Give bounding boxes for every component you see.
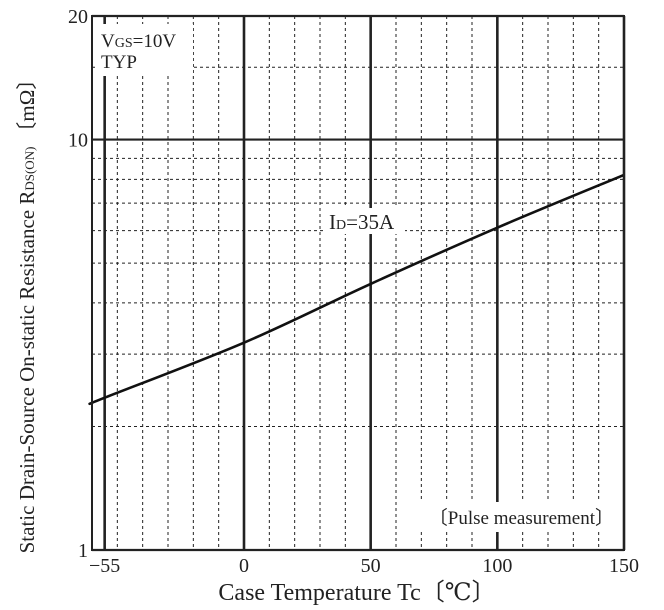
typ-label: TYP [101, 52, 137, 73]
series-line [88, 173, 625, 406]
series-label: ID=35A [325, 208, 405, 234]
y-tick-label: 20 [68, 6, 88, 28]
y-tick-label: 10 [68, 130, 88, 152]
tick-layer: −55 0 50 100 150 1 10 20 [68, 6, 639, 577]
x-tick-label: 100 [482, 555, 512, 577]
vgs-annotation: VGS=10V TYP [98, 24, 193, 76]
grid-layer [92, 14, 626, 552]
svg-text:VGS=10V: VGS=10V [101, 31, 176, 52]
svg-text:ID=35A: ID=35A [329, 210, 395, 234]
y-tick-label: 1 [78, 540, 88, 562]
y-axis-label: Static Drain-Source On-static Resistance… [15, 69, 39, 554]
x-tick-label: 50 [361, 555, 381, 577]
svg-text:〔Pulse measurement〕: 〔Pulse measurement〕 [429, 507, 614, 529]
x-tick-label: 0 [239, 555, 249, 577]
x-axis-label: Case Temperature Tc〔℃〕 [218, 580, 495, 606]
series-layer [88, 173, 625, 406]
x-tick-label: 150 [609, 555, 639, 577]
plot-frame [91, 15, 625, 551]
x-tick-label: −55 [89, 555, 120, 577]
pulse-note: 〔Pulse measurement〕 [414, 502, 614, 532]
